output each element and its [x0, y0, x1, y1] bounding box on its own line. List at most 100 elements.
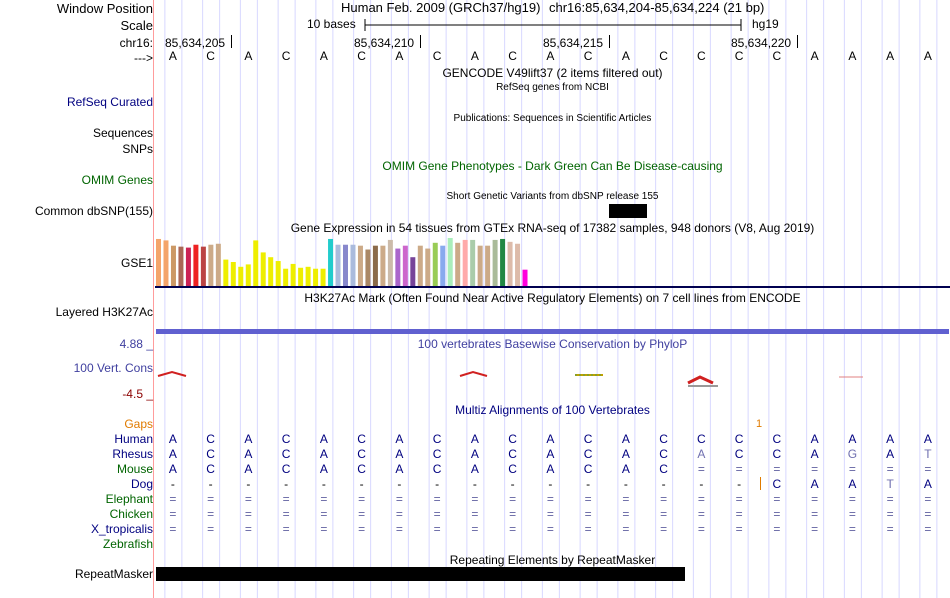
alignment-base: A — [810, 447, 819, 461]
alignment-base: = — [811, 492, 819, 506]
gtex-bar — [402, 245, 408, 286]
gap-count[interactable]: 1 — [756, 418, 763, 430]
alignment-base: A — [244, 462, 253, 476]
alignment-base: = — [697, 507, 705, 521]
alignment-base: = — [395, 492, 403, 506]
snps-label[interactable]: SNPs — [122, 142, 153, 156]
alignment-base: C — [659, 462, 668, 476]
base: A — [470, 49, 479, 63]
coord-tick-2: 85,634,210 — [354, 36, 415, 50]
alignment-base: - — [397, 477, 402, 491]
gtex-bar — [193, 244, 199, 286]
gse1-label[interactable]: GSE1 — [120, 256, 153, 270]
chr-label: chr16: — [119, 36, 153, 50]
alignment-base: = — [660, 522, 668, 536]
alignment-base: = — [924, 507, 932, 521]
phylop-max-label: 4.88 _ — [119, 337, 153, 351]
coord-tick-mark-1 — [231, 35, 232, 48]
gtex-barchart[interactable] — [155, 236, 950, 288]
gencode-track-title[interactable]: GENCODE V49lift37 (2 items filtered out) — [442, 66, 663, 80]
alignment-base: = — [433, 507, 441, 521]
alignment-base: = — [811, 507, 819, 521]
alignment-base: = — [433, 492, 441, 506]
phylop-track-title: 100 vertebrates Basewise Conservation by… — [417, 337, 688, 351]
species-label[interactable]: Dog — [130, 477, 153, 491]
alignment-base: C — [772, 432, 782, 446]
species-label[interactable]: Chicken — [109, 507, 153, 521]
gtex-bar — [500, 238, 506, 286]
sequences-label[interactable]: Sequences — [92, 126, 153, 140]
alignment-base: = — [244, 522, 252, 536]
gaps-label[interactable]: Gaps — [124, 417, 153, 431]
alignment-base: = — [584, 507, 592, 521]
alignment-base: C — [206, 462, 215, 476]
alignment-base: - — [737, 477, 742, 491]
gtex-bar — [455, 242, 461, 286]
h3k27ac-label[interactable]: Layered H3K27Ac — [55, 305, 153, 319]
base: A — [848, 49, 857, 63]
alignment-base: = — [697, 522, 705, 536]
vert-cons-label[interactable]: 100 Vert. Cons — [73, 361, 153, 375]
gtex-bar — [178, 246, 184, 286]
base: C — [508, 49, 517, 63]
scale-text: 10 bases — [307, 17, 356, 31]
alignment-base: = — [886, 492, 894, 506]
gtex-bar — [350, 244, 356, 286]
species-label[interactable]: Zebrafish — [102, 537, 153, 551]
h3k27ac-signal[interactable] — [156, 329, 949, 334]
alignment-base: A — [470, 432, 479, 446]
alignment-base: A — [319, 447, 328, 461]
gtex-bar — [380, 245, 386, 286]
alignment-base: = — [811, 462, 819, 476]
dbsnp-variant[interactable] — [609, 204, 647, 218]
alignment-base: A — [244, 447, 253, 461]
alignment-base: C — [508, 432, 517, 446]
alignment-base: = — [735, 522, 743, 536]
alignment-base: A — [621, 447, 630, 461]
alignment-base: = — [924, 462, 932, 476]
alignment-base: C — [772, 447, 782, 461]
base: A — [923, 49, 932, 63]
gtex-bar — [470, 239, 476, 286]
common-dbsnp-label[interactable]: Common dbSNP(155) — [34, 204, 153, 218]
alignment-base: A — [395, 462, 404, 476]
phylop-signal[interactable] — [155, 366, 950, 392]
alignment-base: - — [548, 477, 553, 491]
species-label[interactable]: Elephant — [105, 492, 153, 506]
refseq-curated-label[interactable]: RefSeq Curated — [66, 95, 153, 109]
alignment-base: = — [848, 492, 856, 506]
alignment-base: A — [848, 432, 857, 446]
base: C — [281, 49, 291, 63]
scale-assembly: hg19 — [752, 17, 779, 31]
gtex-bar — [290, 263, 296, 286]
gtex-bar — [275, 261, 281, 286]
alignment-base: C — [432, 447, 442, 461]
track-label-divider — [153, 0, 154, 598]
alignment-base: = — [848, 462, 856, 476]
species-label[interactable]: Rhesus — [112, 447, 153, 461]
alignment-base: - — [472, 477, 477, 491]
omim-genes-label[interactable]: OMIM Genes — [81, 173, 153, 187]
alignment-base: A — [470, 447, 479, 461]
alignment-base: = — [622, 522, 630, 536]
assembly-title: Human Feb. 2009 (GRCh37/hg19) — [341, 0, 541, 15]
species-label[interactable]: Mouse — [116, 462, 153, 476]
species-label[interactable]: X_tropicalis — [90, 522, 153, 536]
alignment-base: = — [395, 522, 403, 536]
repeatmasker-label[interactable]: RepeatMasker — [74, 567, 153, 581]
coord-tick-mark-4 — [797, 35, 798, 48]
alignment-base: C — [281, 432, 291, 446]
repeatmasker-element[interactable] — [156, 567, 685, 581]
gtex-bar — [298, 267, 304, 286]
alignment-base: C — [583, 432, 593, 446]
alignment-base: = — [886, 507, 894, 521]
gtex-bar — [305, 266, 311, 286]
alignment-base: A — [923, 432, 932, 446]
multiz-track-title: Multiz Alignments of 100 Vertebrates — [455, 403, 650, 417]
gtex-bar — [260, 252, 266, 286]
species-label[interactable]: Human — [114, 432, 153, 446]
alignment-base: A — [886, 432, 895, 446]
alignment-base: A — [244, 432, 253, 446]
alignment-base: = — [282, 522, 290, 536]
alignment-base: C — [734, 432, 744, 446]
